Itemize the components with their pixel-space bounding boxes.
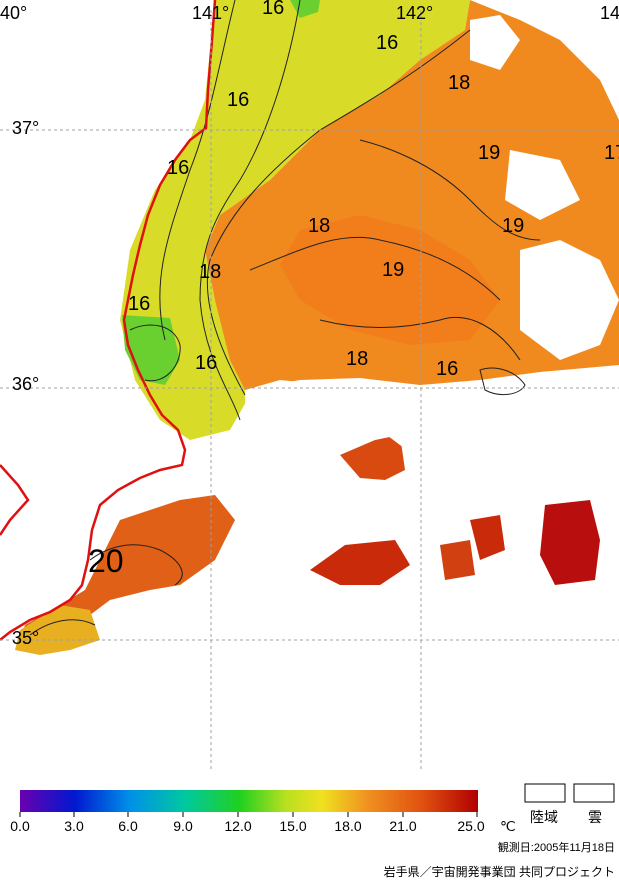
legend-tick-label: 9.0: [173, 818, 193, 834]
contour-label: 16: [227, 89, 249, 111]
contour-label: 19: [382, 259, 404, 281]
sst-region-south-2: [15, 605, 100, 655]
observation-date: 観測日:2005年11月18日: [498, 840, 615, 854]
legend-tick-label: 6.0: [118, 818, 138, 834]
contour-label: 16: [128, 293, 150, 315]
lon-label: 141°: [192, 3, 229, 23]
land-legend-label: 陸域: [530, 809, 558, 825]
contour-label: 19: [478, 142, 500, 164]
contour-label: 18: [448, 72, 470, 94]
legend-tick-label: 25.0: [457, 818, 484, 834]
contour-label: 16: [195, 352, 217, 374]
contour-label: 16: [167, 157, 189, 179]
cloud-legend-label: 雲: [588, 809, 602, 825]
contour-lines: [29, 0, 541, 636]
sst-region-south-3: [340, 435, 405, 480]
lon-label: 14: [600, 3, 619, 23]
land-legend-box: [524, 783, 566, 803]
graticule: [0, 10, 619, 770]
legend-tick-label: 15.0: [279, 818, 306, 834]
lon-label: 40°: [0, 3, 27, 23]
contour-label: 18: [308, 215, 330, 237]
lon-label: 142°: [396, 3, 433, 23]
legend-tick-label: 0.0: [10, 818, 30, 834]
legend-tick-labels: 0.0 3.0 6.0 9.0 12.0 15.0 18.0 21.0 25.0: [10, 818, 485, 834]
sst-region-south-7: [440, 540, 475, 580]
sst-region-south-4: [310, 540, 410, 585]
legend-color-bar: [20, 790, 478, 812]
cloud-area-2: [520, 240, 619, 360]
credit-text: 岩手県／宇宙開発事業団 共同プロジェクト: [384, 864, 615, 879]
cloud-legend-box: [573, 783, 615, 803]
contour-label: 20: [88, 543, 124, 579]
sst-region-south-6: [470, 515, 505, 560]
lat-label: 37°: [12, 118, 39, 138]
contour-label: 18: [199, 261, 221, 283]
sst-region-south-1: [20, 495, 235, 640]
contour-label: 16: [376, 32, 398, 54]
contour-label: 18: [346, 348, 368, 370]
sst-region-south-5: [540, 500, 600, 585]
contour-label: 16: [262, 0, 284, 19]
legend-ticks: [19, 812, 478, 817]
legend-unit: ℃: [500, 818, 516, 834]
legend-tick-label: 21.0: [389, 818, 416, 834]
coastline-west: [0, 464, 30, 536]
contour-label: 19: [502, 215, 524, 237]
cloud-area-1: [245, 365, 619, 470]
legend-tick-label: 12.0: [224, 818, 251, 834]
contour-label: 16: [436, 358, 458, 380]
contour-label: 17: [604, 142, 619, 164]
sst-region-warm-core: [280, 215, 500, 345]
coastline: [0, 0, 217, 641]
legend-tick-label: 3.0: [64, 818, 84, 834]
lat-label: 36°: [12, 374, 39, 394]
cloud-area-4: [505, 150, 580, 220]
cloud-area-3: [470, 15, 520, 70]
lat-label: 35°: [12, 628, 39, 648]
contour-label-group: 16 16 16 16 16 16 16 18 18 18 18 19 19 1…: [128, 0, 619, 380]
legend-tick-label: 18.0: [334, 818, 361, 834]
